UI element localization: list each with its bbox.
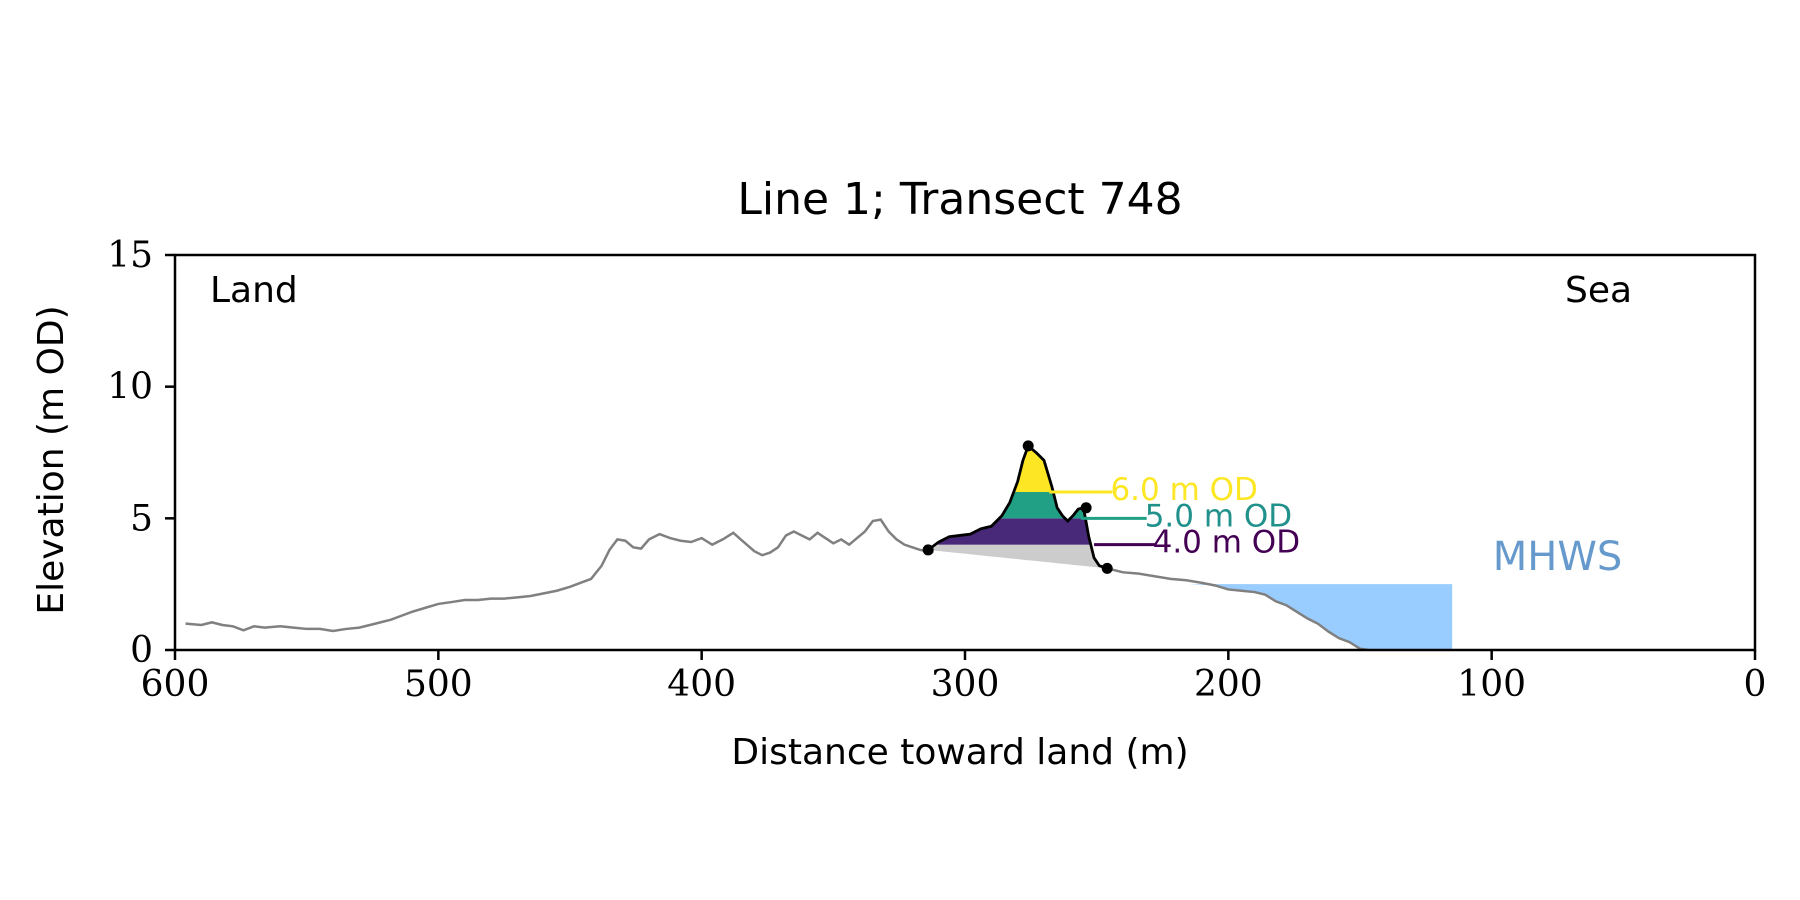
x-tick-label-600: 600 <box>141 664 210 705</box>
y-tick-label-15: 15 <box>107 235 153 276</box>
profile-line-1 <box>1106 567 1369 650</box>
dune-point-2 <box>1080 502 1092 514</box>
chart-lines <box>185 440 1369 650</box>
level-label-4: 4.0 m OD <box>1153 525 1300 561</box>
x-tick-label-400: 400 <box>667 664 736 705</box>
x-tick-label-0: 0 <box>1744 664 1767 705</box>
sea-label: Sea <box>1565 270 1632 311</box>
sea-fill <box>1188 584 1453 650</box>
y-tick-label-5: 5 <box>130 498 153 539</box>
dune-point-1 <box>1022 440 1034 452</box>
x-tick-label-200: 200 <box>1194 664 1263 705</box>
band-5-6 <box>928 492 1108 519</box>
plot-frame <box>173 253 1757 652</box>
chart-title: Line 1; Transect 748 <box>737 174 1182 225</box>
dune-point-3 <box>1101 562 1113 574</box>
level-label-5: 5.0 m OD <box>1145 498 1292 534</box>
dune-base-fill <box>928 544 1108 569</box>
land-label: Land <box>210 270 298 311</box>
y-axis-label: Elevation (m OD) <box>31 305 72 614</box>
y-tick-label-0: 0 <box>130 630 153 671</box>
x-tick-label-100: 100 <box>1457 664 1526 705</box>
x-axis-label: Distance toward land (m) <box>731 732 1188 773</box>
band-4-5 <box>928 518 1108 545</box>
chart-axes: 600 500 400 300 200 100 0 0 5 10 15 <box>107 235 1766 705</box>
chart-annotations: 6.0 m OD5.0 m OD4.0 m OD <box>1049 472 1300 561</box>
y-tick-label-10: 10 <box>107 367 153 408</box>
mhws-label: MHWS <box>1493 534 1623 580</box>
dune-point-0 <box>922 544 934 556</box>
x-tick-label-500: 500 <box>404 664 473 705</box>
profile-line-0 <box>185 518 934 633</box>
x-tick-label-300: 300 <box>931 664 1000 705</box>
level-label-6: 6.0 m OD <box>1110 472 1257 508</box>
